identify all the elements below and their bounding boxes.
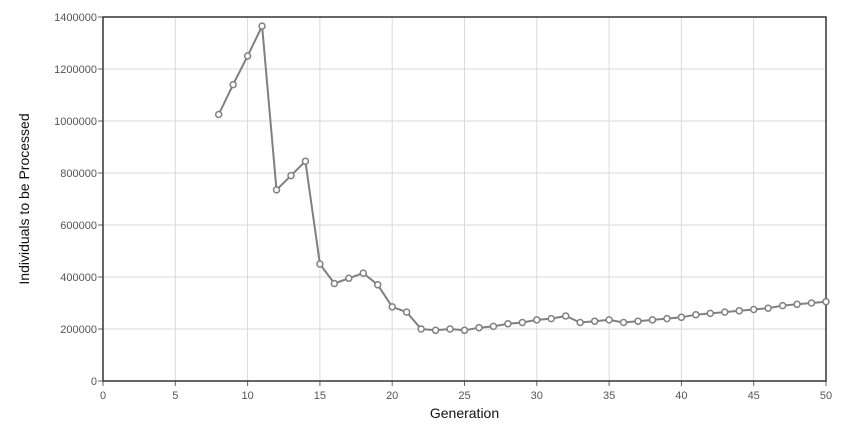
data-point [475,323,483,332]
x-tick-label: 5 [172,390,178,402]
data-point [345,274,353,283]
y-tick-label: 400000 [60,272,97,284]
x-tick-label: 35 [603,390,615,402]
data-point [706,309,715,318]
tick-labels: 0 5 10 15 20 25 30 35 40 45 50 0 200000 400000 600000 8… [54,12,832,402]
data-point [460,326,469,335]
data-point [807,299,816,307]
data-point [793,300,801,309]
data-point [489,322,498,331]
data-point [446,325,454,333]
data-point [402,308,411,316]
x-tick-label: 40 [675,390,687,402]
data-point [258,22,266,30]
x-axis-title: Generation [430,405,499,421]
data-point [359,269,368,277]
x-tick-label: 45 [748,390,760,402]
series-line [217,25,827,332]
x-tick-label: 20 [386,390,398,402]
data-point [301,157,310,166]
x-tick-label: 25 [458,390,470,402]
data-point [822,297,830,306]
y-axis-title: Individuals to be Processed [16,113,32,284]
data-point [373,281,382,289]
grid [102,16,827,382]
data-point [533,316,541,324]
data-point [590,317,599,325]
data-point [243,52,252,60]
data-point [721,308,729,316]
y-tick-label: 600000 [60,220,97,232]
data-point [417,325,425,333]
data-point [388,303,396,311]
data-point [287,171,295,180]
data-point [663,314,671,323]
data-point [316,260,324,268]
x-tick-label: 15 [314,390,326,402]
data-point [547,314,556,323]
data-point [677,313,686,322]
x-tick-label: 10 [241,390,253,402]
y-tick-label: 1200000 [54,64,97,76]
y-tick-label: 1400000 [54,12,97,24]
x-tick-label: 0 [100,390,106,402]
data-point [272,186,281,194]
data-point [229,80,237,89]
data-point [576,318,584,327]
x-tick-label: 50 [820,390,832,402]
data-point [431,326,440,335]
data-point [330,279,339,288]
data-point [504,320,512,328]
x-tick-label: 30 [531,390,543,402]
data-point [619,318,628,327]
series [214,22,830,335]
data-point [634,317,642,325]
data-point [518,318,527,327]
y-tick-label: 0 [91,376,97,388]
y-tick-label: 200000 [60,324,97,336]
plot-area-border [102,16,827,382]
data-point [648,316,657,324]
axes [98,16,827,386]
data-point [764,304,772,312]
data-point [735,307,743,315]
data-point [692,310,700,319]
data-point [778,301,787,310]
data-point [749,305,758,314]
y-tick-label: 1000000 [54,116,97,128]
data-point [214,110,223,119]
data-point [605,316,613,324]
y-tick-label: 800000 [60,168,97,180]
data-point [561,312,570,320]
